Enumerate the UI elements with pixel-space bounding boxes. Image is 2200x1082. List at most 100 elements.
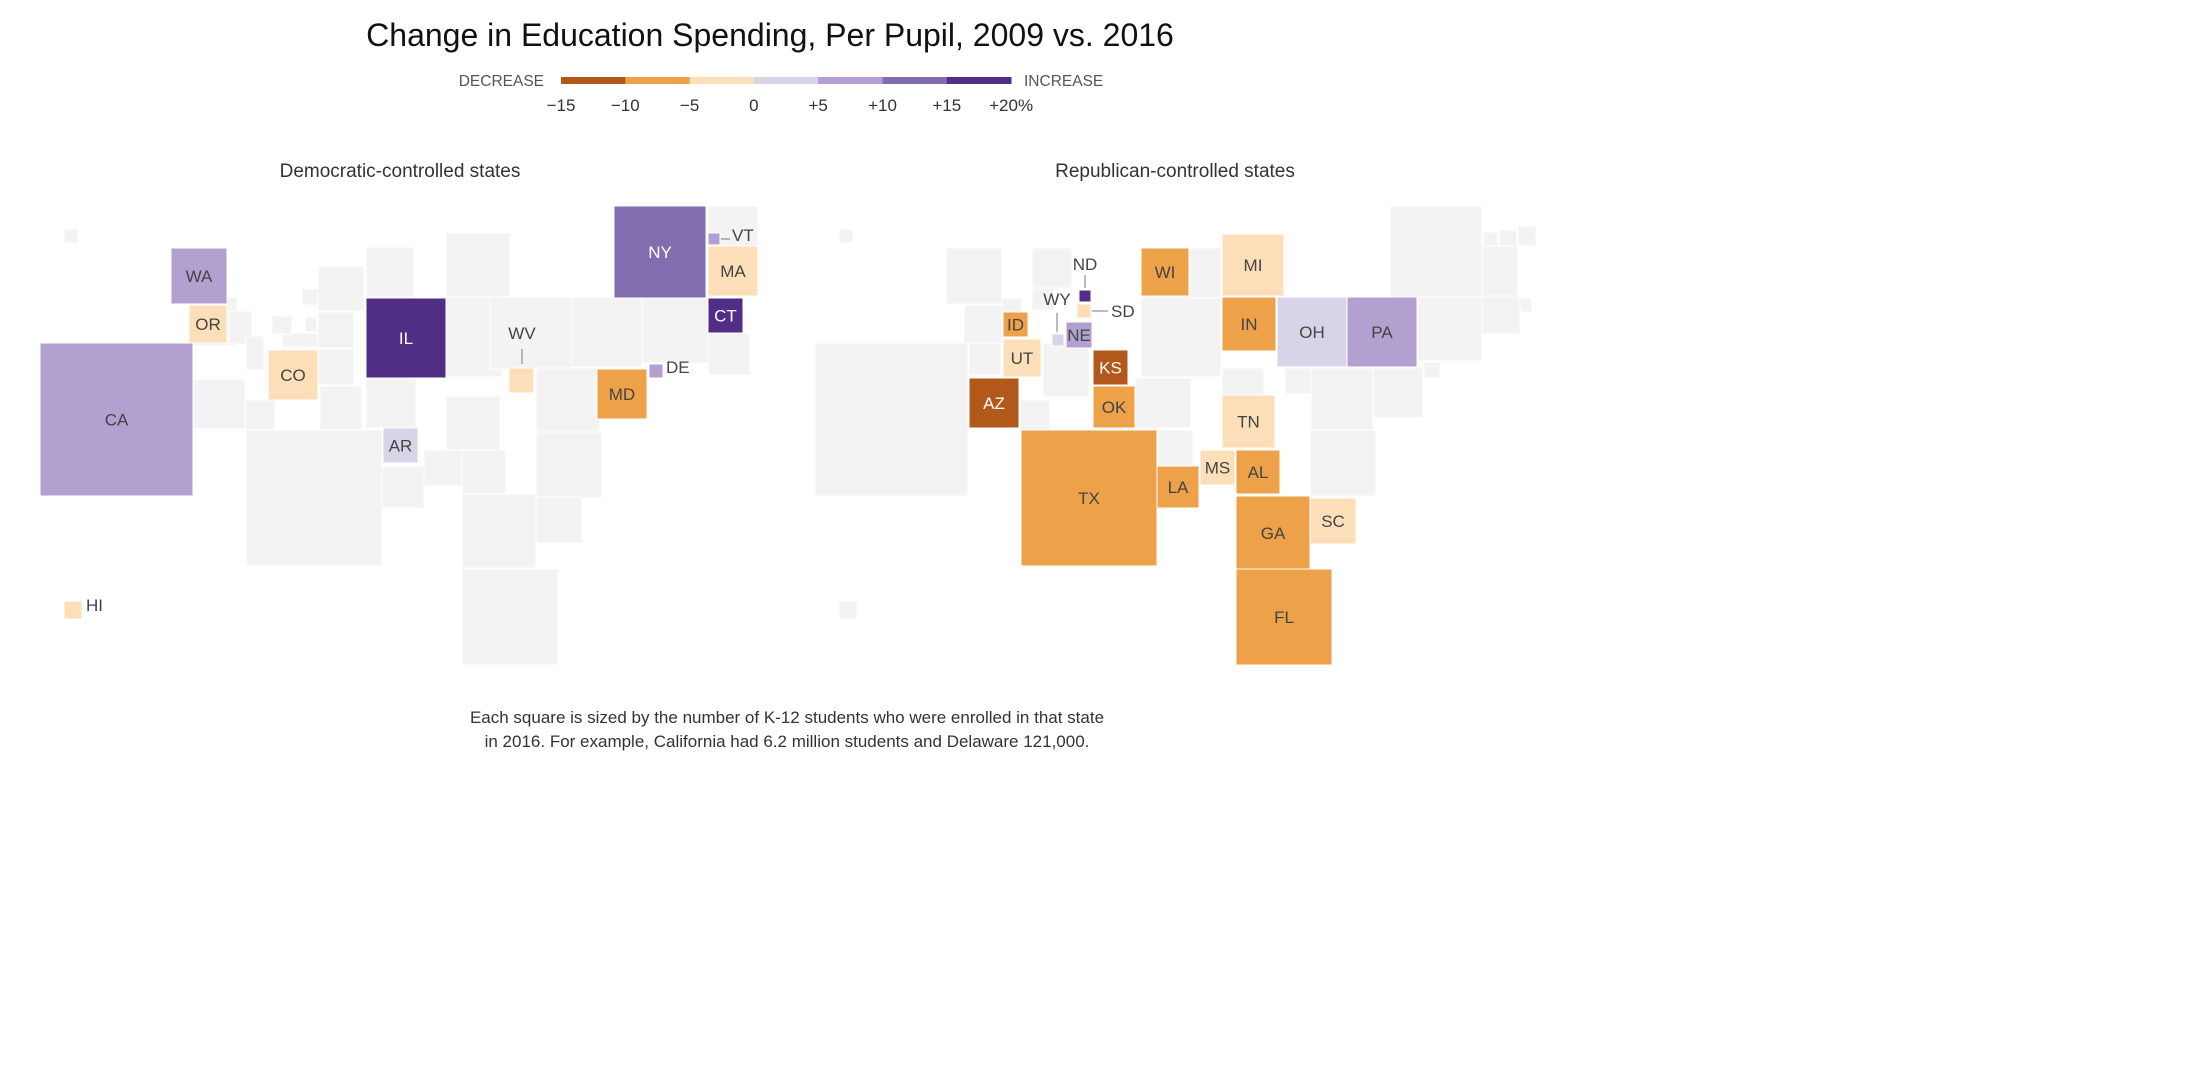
- empty-state-square: [969, 343, 1001, 375]
- empty-state-square: [1141, 297, 1221, 377]
- empty-state-square: [1424, 362, 1440, 378]
- state-label-vt: VT: [732, 226, 754, 245]
- legend-increase-label: INCREASE: [1024, 73, 1103, 90]
- empty-state-square: [815, 343, 968, 496]
- empty-state-square: [318, 312, 354, 348]
- empty-state-square: [572, 297, 642, 367]
- state-square-de: [649, 364, 663, 378]
- state-label-ok: OK: [1102, 398, 1127, 417]
- legend-swatch-0: [561, 77, 626, 84]
- state-label-id: ID: [1007, 316, 1024, 335]
- state-label-ga: GA: [1261, 524, 1286, 543]
- state-label-or: OR: [195, 315, 221, 334]
- state-label-wy: WY: [1043, 290, 1070, 309]
- empty-state-square: [946, 248, 1002, 304]
- state-label-sc: SC: [1321, 512, 1345, 531]
- empty-state-square: [64, 229, 78, 243]
- empty-state-square: [246, 430, 382, 566]
- legend-swatch-2: [690, 77, 755, 84]
- state-label-in: IN: [1241, 315, 1258, 334]
- empty-state-square: [320, 386, 362, 430]
- empty-state-square: [1311, 368, 1373, 430]
- empty-state-square: [964, 305, 1002, 343]
- state-label-az: AZ: [983, 394, 1005, 413]
- legend-tick-label: −15: [547, 96, 576, 115]
- state-label-sd: SD: [1111, 302, 1135, 321]
- empty-state-square: [318, 349, 354, 385]
- empty-state-square: [366, 247, 414, 297]
- state-label-wi: WI: [1155, 263, 1176, 282]
- state-label-la: LA: [1168, 478, 1189, 497]
- empty-state-square: [462, 450, 506, 494]
- legend-decrease-label: DECREASE: [459, 73, 544, 90]
- cartogram-chart: Change in Education Spending, Per Pupil,…: [0, 0, 1540, 762]
- empty-state-square: [305, 317, 317, 332]
- state-label-ne: NE: [1067, 326, 1091, 345]
- state-label-co: CO: [280, 366, 306, 385]
- state-label-md: MD: [609, 385, 635, 404]
- empty-state-square: [318, 266, 364, 311]
- empty-state-square: [1002, 298, 1022, 312]
- state-square-wv: [509, 368, 534, 393]
- legend-tick-label: +20%: [989, 96, 1033, 115]
- footnote-line-2: in 2016. For example, California had 6.2…: [485, 732, 1090, 751]
- state-label-il: IL: [399, 329, 413, 348]
- state-label-oh: OH: [1299, 323, 1325, 342]
- legend-swatch-6: [947, 77, 1012, 84]
- state-label-pa: PA: [1371, 323, 1393, 342]
- empty-state-square: [1020, 400, 1050, 430]
- legend-tick-label: 0: [749, 96, 758, 115]
- state-square-vt: [708, 233, 720, 245]
- empty-state-square: [462, 494, 536, 568]
- empty-state-square: [1043, 343, 1089, 397]
- democratic-panel: WAORCACOILARWVMDDENYVTMACTHI: [40, 206, 758, 665]
- state-label-ny: NY: [648, 243, 672, 262]
- state-label-tn: TN: [1237, 413, 1260, 432]
- empty-state-square: [642, 297, 708, 363]
- legend-swatch-5: [883, 77, 948, 84]
- empty-state-square: [536, 497, 582, 543]
- state-label-ma: MA: [720, 262, 746, 281]
- legend-swatch-3: [754, 77, 819, 84]
- empty-state-square: [1482, 296, 1520, 334]
- chart-canvas: Change in Education Spending, Per Pupil,…: [0, 0, 1540, 762]
- empty-state-square: [382, 466, 424, 508]
- legend-swatch-1: [625, 77, 690, 84]
- state-label-wv: WV: [508, 324, 536, 343]
- empty-state-square: [462, 569, 558, 665]
- state-label-mi: MI: [1244, 256, 1263, 275]
- empty-state-square: [839, 601, 857, 619]
- empty-state-square: [245, 400, 275, 430]
- legend-tick-label: +15: [932, 96, 961, 115]
- empty-state-square: [446, 396, 500, 450]
- republican-panel: IDUTAZWYNENDSDKSOKTXWI MIIN OH PATNLAMS ALGA…: [815, 206, 1536, 665]
- empty-state-square: [1032, 248, 1072, 288]
- footnote-line-1: Each square is sized by the number of K-…: [470, 708, 1104, 727]
- legend-tick-label: −5: [680, 96, 699, 115]
- legend-swatch-4: [818, 77, 883, 84]
- empty-state-square: [536, 432, 602, 498]
- state-label-tx: TX: [1078, 489, 1100, 508]
- state-label-ks: KS: [1099, 359, 1122, 378]
- state-square-hi: [64, 601, 82, 619]
- empty-state-square: [1285, 368, 1311, 394]
- legend-tick-label: +10: [868, 96, 897, 115]
- state-label-ca: CA: [105, 411, 129, 430]
- empty-state-square: [1520, 298, 1532, 312]
- state-square-sd: [1077, 304, 1091, 318]
- empty-state-square: [446, 233, 510, 297]
- state-label-nd: ND: [1073, 255, 1098, 274]
- state-label-ar: AR: [389, 437, 413, 456]
- state-label-ut: UT: [1011, 349, 1034, 368]
- legend-tick-label: +5: [809, 96, 828, 115]
- state-label-wa: WA: [186, 267, 213, 286]
- state-label-ct: CT: [714, 307, 737, 326]
- state-label-fl: FL: [1274, 608, 1294, 627]
- empty-state-square: [1390, 206, 1482, 298]
- empty-state-square: [246, 336, 264, 370]
- empty-state-square: [1483, 232, 1498, 246]
- legend-tick-label: −10: [611, 96, 640, 115]
- empty-state-square: [536, 368, 600, 432]
- empty-state-square: [708, 333, 750, 375]
- empty-state-square: [1482, 246, 1518, 296]
